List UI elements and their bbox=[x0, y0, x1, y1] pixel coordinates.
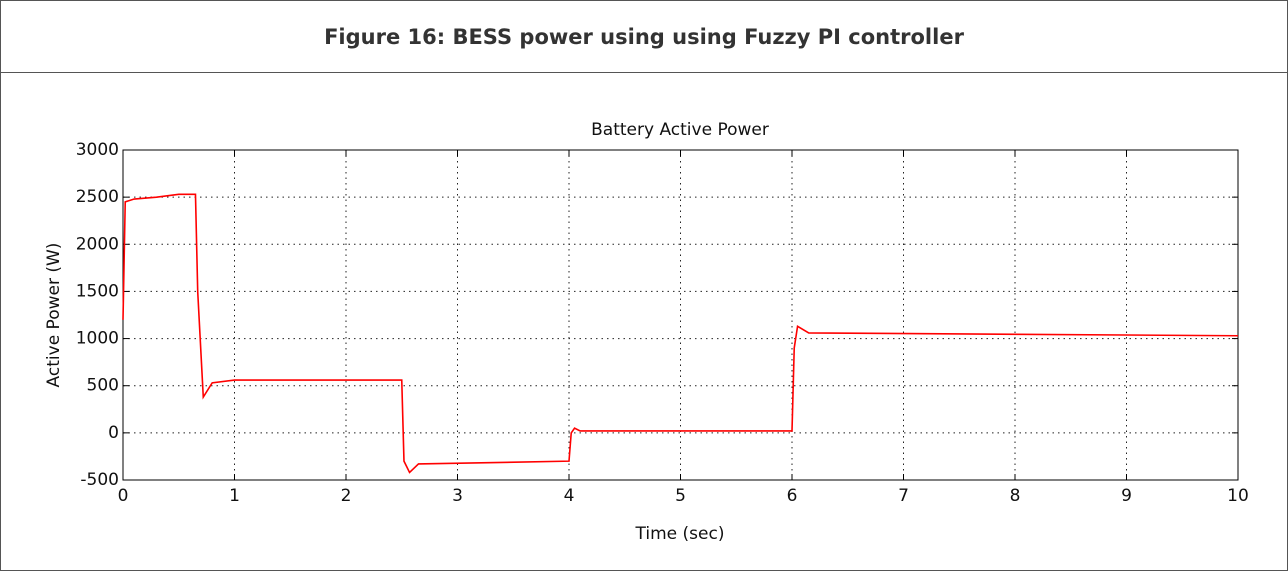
y-tick-label: 500 bbox=[87, 376, 119, 396]
x-axis-label: Time (sec) bbox=[635, 524, 725, 544]
chart-title: Battery Active Power bbox=[591, 120, 769, 140]
y-axis-label: Active Power (W) bbox=[44, 243, 64, 388]
y-tick-label: 2500 bbox=[76, 187, 119, 207]
x-tick-label: 10 bbox=[1227, 486, 1249, 506]
x-tick-label: 1 bbox=[229, 486, 240, 506]
y-tick-label: 1500 bbox=[76, 281, 119, 301]
x-tick-label: 7 bbox=[898, 486, 909, 506]
x-tick-label: 8 bbox=[1010, 486, 1021, 506]
x-tick-label: 5 bbox=[675, 486, 686, 506]
x-tick-label: 6 bbox=[787, 486, 798, 506]
x-tick-label: 9 bbox=[1121, 486, 1132, 506]
x-tick-label: 3 bbox=[452, 486, 463, 506]
chart: Battery Active Power Time (sec) Active P… bbox=[44, 120, 1249, 544]
x-tick-label: 0 bbox=[118, 486, 129, 506]
figure-caption: Figure 16: BESS power using using Fuzzy … bbox=[1, 1, 1287, 73]
data-line bbox=[122, 193, 1239, 474]
x-tick-label: 2 bbox=[341, 486, 352, 506]
y-tick-label: 0 bbox=[108, 423, 119, 443]
y-tick-label: 3000 bbox=[76, 140, 119, 160]
y-tick-label: -500 bbox=[80, 470, 119, 490]
x-tick-label: 4 bbox=[564, 486, 575, 506]
y-tick-label: 2000 bbox=[76, 234, 119, 254]
y-tick-label: 1000 bbox=[76, 329, 119, 349]
